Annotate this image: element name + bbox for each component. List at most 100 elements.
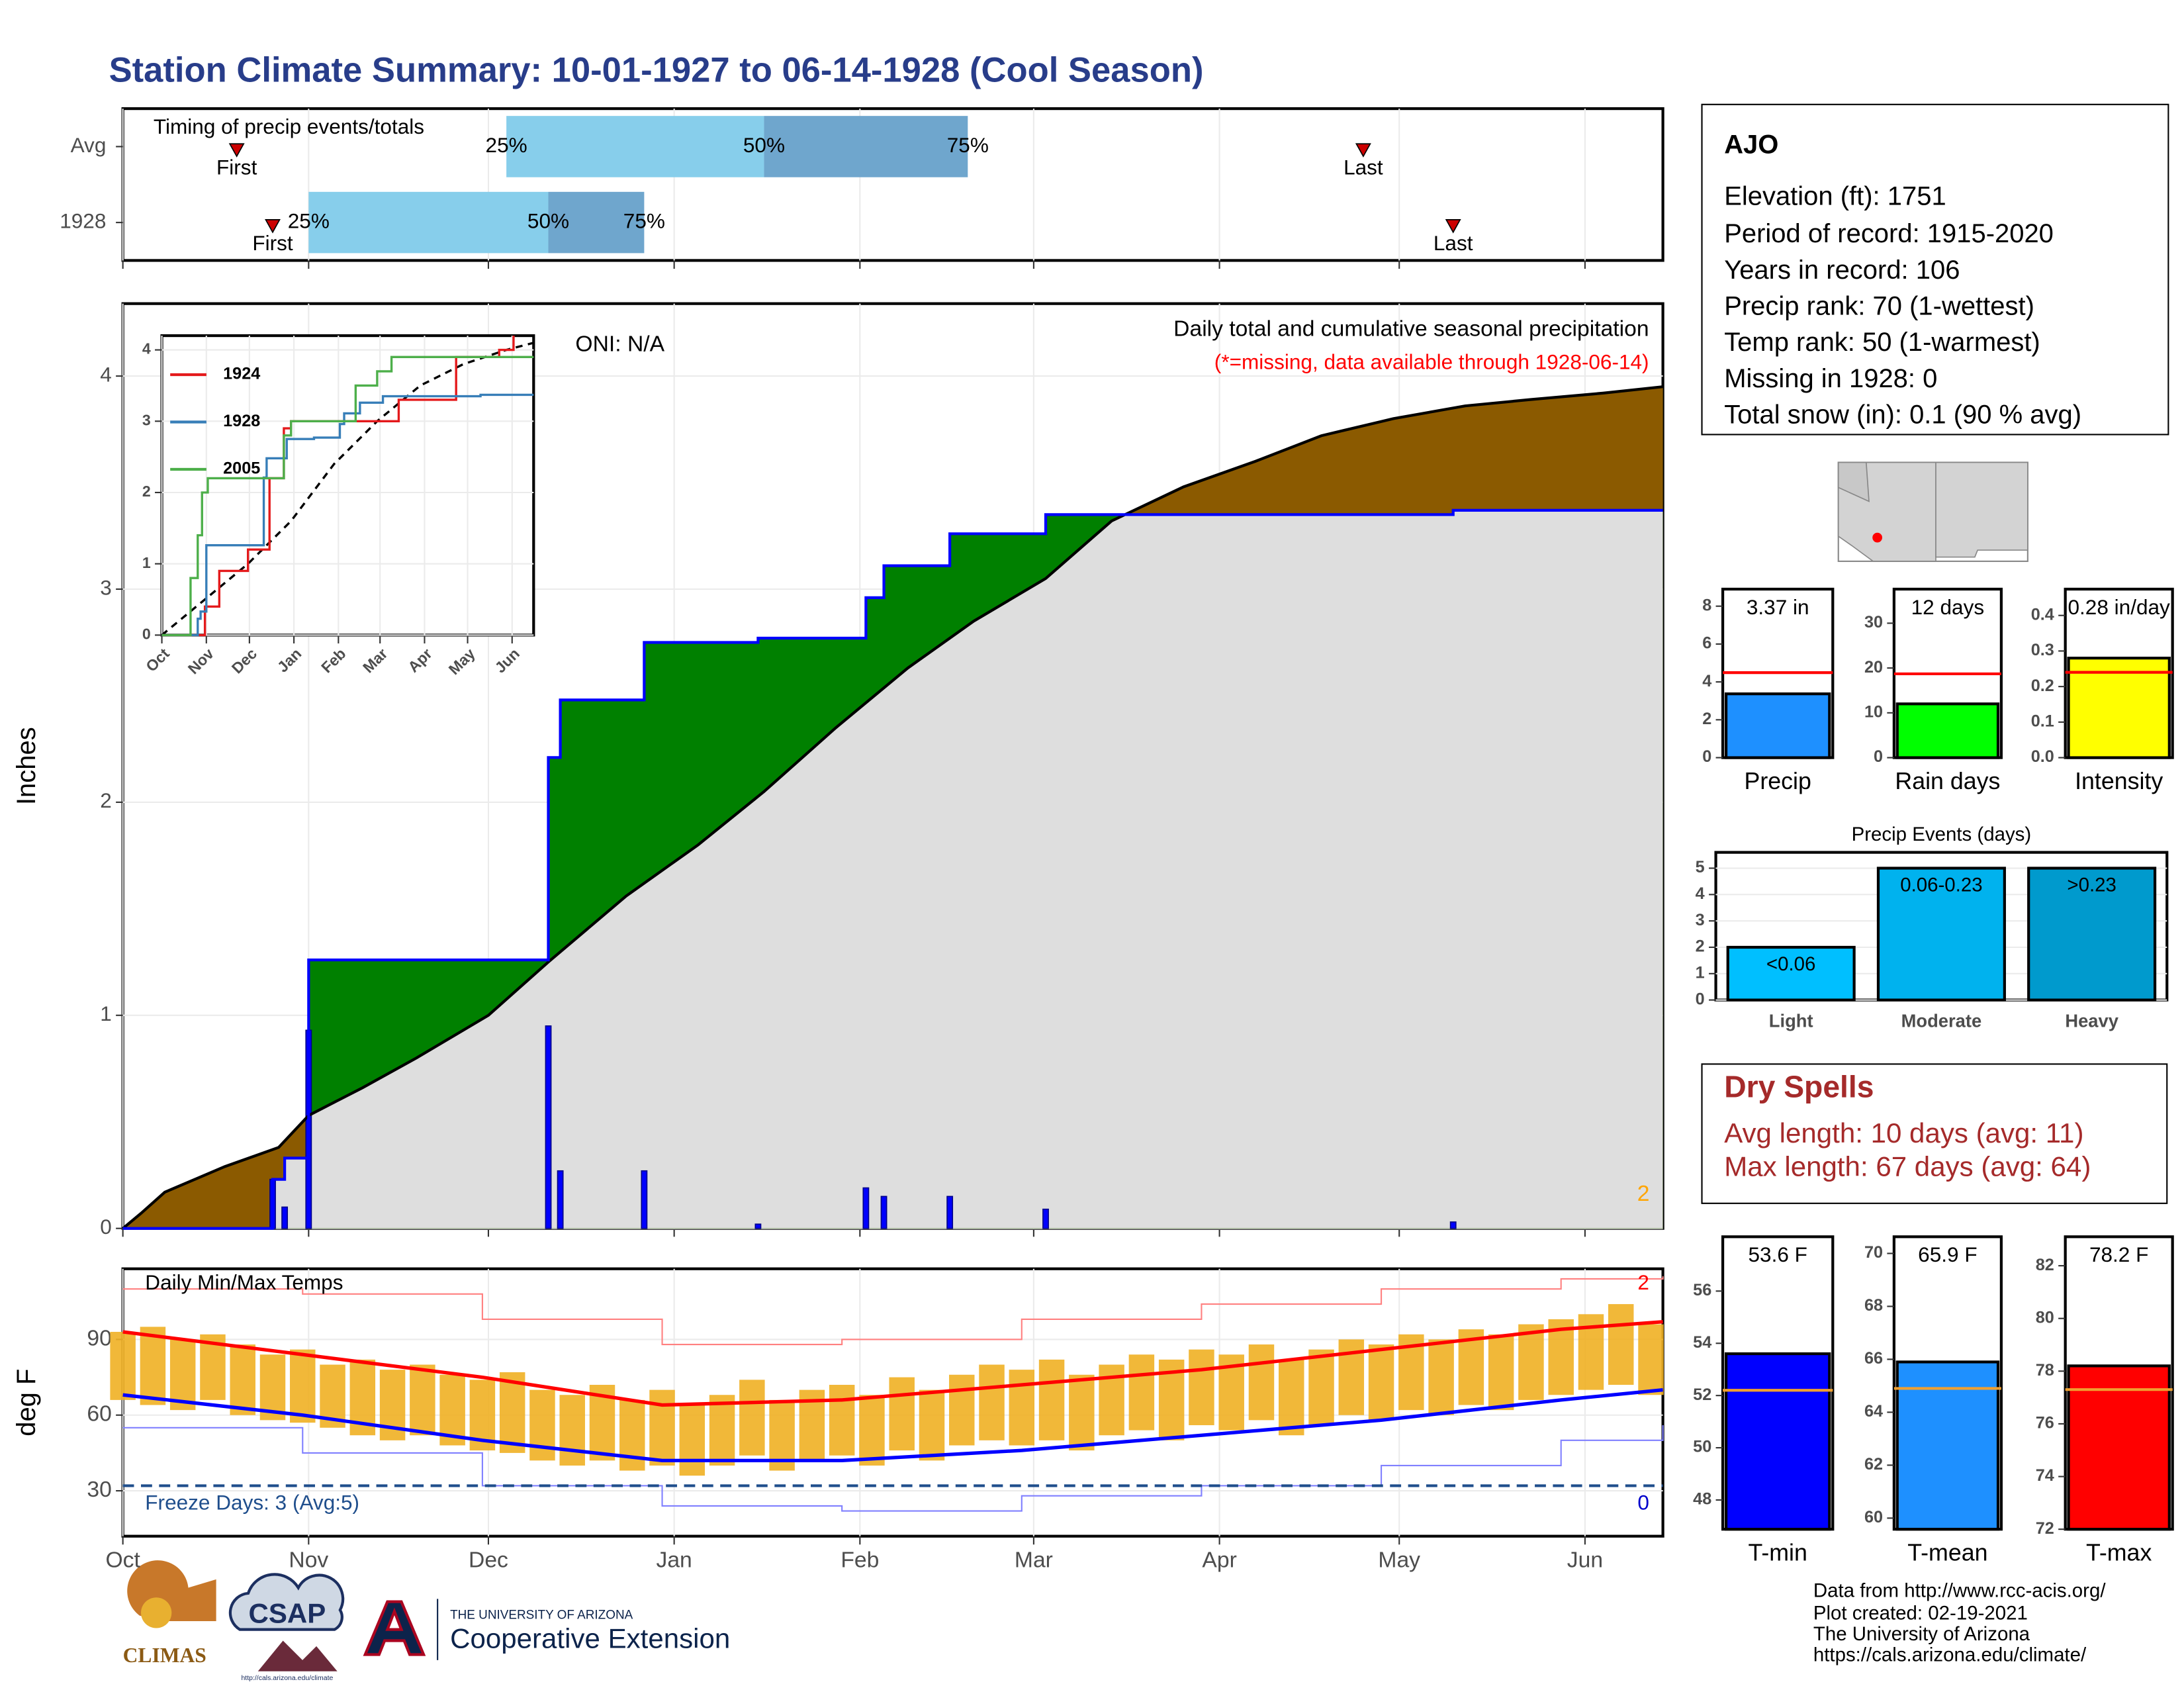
temp-range-bar — [739, 1380, 765, 1456]
y-tick-label: 0 — [1696, 990, 1705, 1008]
panel-title: Daily total and cumulative seasonal prec… — [1173, 317, 1649, 342]
station-line: Precip rank: 70 (1-wettest) — [1724, 292, 2034, 321]
x-tick-label: Apr — [1202, 1548, 1236, 1572]
bar — [2027, 867, 2157, 1002]
temp-range-bar — [709, 1395, 735, 1466]
y-tick-label: 3 — [142, 411, 151, 428]
bar — [1726, 945, 1856, 1002]
temp-range-bar — [290, 1349, 316, 1423]
percent-label: 25% — [288, 209, 330, 232]
temp-range-bar — [1428, 1339, 1454, 1415]
panel-title: Precip Events (days) — [1852, 823, 2032, 845]
category-label: Precip — [1745, 768, 1811, 794]
average-line — [122, 385, 1663, 1230]
dry-spells-line: Max length: 67 days (avg: 64) — [1724, 1150, 2091, 1182]
y-tick-label: 78 — [2036, 1361, 2054, 1380]
station-line: Years in record: 106 — [1724, 256, 1960, 285]
station-dot — [1872, 532, 1882, 543]
footer-line: The University of Arizona — [1813, 1623, 2030, 1645]
category-label: Heavy — [2065, 1011, 2118, 1031]
y-tick-label: 3 — [1696, 911, 1705, 929]
category-label: Intensity — [2075, 768, 2163, 794]
temp-range-bar — [1608, 1304, 1634, 1385]
station-line: Temp rank: 50 (1-warmest) — [1724, 328, 2040, 357]
station-line: Period of record: 1915-2020 — [1724, 219, 2054, 248]
page-title: Station Climate Summary: 10-01-1927 to 0… — [109, 50, 1204, 89]
temp-range-bar — [1638, 1324, 1664, 1395]
y-tick-label: 62 — [1864, 1455, 1883, 1474]
station-line: Elevation (ft): 1751 — [1724, 181, 1946, 211]
climas-sun — [140, 1597, 172, 1628]
csap-mountains — [257, 1640, 338, 1671]
y-tick-label: 1 — [1696, 963, 1705, 982]
y-tick-label: 60 — [87, 1402, 111, 1427]
temp-line — [122, 1425, 1664, 1512]
legend-label: 2005 — [223, 459, 260, 478]
x-tick-label: Jun — [1567, 1548, 1603, 1572]
y-tick-label: 0 — [1702, 747, 1711, 766]
y-tick-label: 70 — [1864, 1243, 1883, 1262]
temp-range-bar — [829, 1385, 855, 1456]
value-label: 0.06-0.23 — [1900, 874, 1982, 896]
y-tick-label: 48 — [1693, 1490, 1711, 1509]
y-axis-label: Inches — [12, 727, 41, 805]
temp-line — [122, 1320, 1663, 1407]
legend-label: 1928 — [223, 412, 260, 430]
footer-line: Plot created: 02-19-2021 — [1813, 1602, 2028, 1624]
logos: CLIMAS CSAP http://cals.arizona.edu/clim… — [123, 1560, 730, 1682]
y-tick-label: 0.1 — [2031, 712, 2054, 731]
record-count: 2 — [1637, 1270, 1649, 1294]
legend-label: 1924 — [223, 365, 260, 383]
temp-range-bar — [859, 1395, 885, 1466]
percent-label: 50% — [743, 133, 785, 157]
marker-label: First — [216, 155, 257, 179]
category-label: T-max — [2086, 1539, 2152, 1566]
temp-range-bar — [1308, 1349, 1334, 1425]
percent-label: 75% — [623, 209, 665, 232]
series-line — [161, 355, 534, 637]
y-tick-label: 0.4 — [2031, 605, 2054, 624]
daily-precip-bar — [545, 1025, 552, 1229]
percent-label: 25% — [486, 133, 527, 157]
x-tick-label: Oct — [105, 1548, 140, 1572]
bar — [1895, 702, 2000, 759]
row-label: Avg — [71, 133, 107, 157]
bar — [2067, 657, 2171, 759]
daily-precip-bar — [1042, 1208, 1049, 1229]
y-tick-label: 4 — [1702, 672, 1711, 690]
row-label: 1928 — [60, 209, 106, 232]
temp-range-bar — [1069, 1374, 1095, 1451]
y-tick-label: 64 — [1864, 1402, 1883, 1421]
y-tick-label: 60 — [1864, 1508, 1883, 1526]
temp-range-bar — [169, 1339, 196, 1411]
category-label: Light — [1769, 1011, 1813, 1031]
temp-range-bar — [559, 1395, 585, 1466]
corner-label: 2 — [1637, 1182, 1650, 1206]
extension-text: Cooperative Extension — [450, 1623, 730, 1654]
x-tick-label: Mar — [1015, 1548, 1053, 1572]
y-tick-label: 68 — [1864, 1296, 1883, 1315]
station-name: AJO — [1724, 130, 1778, 159]
y-tick-label: 0.3 — [2031, 641, 2054, 659]
footer-line: https://cals.arizona.edu/climate/ — [1813, 1644, 2087, 1665]
y-tick-label: 2 — [1696, 937, 1705, 956]
temp-range-bar — [949, 1374, 975, 1446]
temp-range-bar — [1488, 1334, 1514, 1411]
daily-precip-bar — [641, 1170, 648, 1229]
ua-logo — [363, 1600, 426, 1656]
y-tick-label: 76 — [2036, 1414, 2054, 1432]
plot-frame — [160, 334, 535, 637]
value-label: >0.23 — [2067, 874, 2116, 896]
temp-range-bar — [1279, 1359, 1304, 1436]
daily-precip-bar — [946, 1196, 954, 1229]
y-tick-label: 66 — [1864, 1349, 1883, 1368]
series-line — [161, 393, 534, 637]
category-label: Moderate — [1901, 1011, 1982, 1031]
y-tick-label: 52 — [1693, 1385, 1711, 1404]
y-tick-label: 0.2 — [2031, 677, 2054, 695]
temp-range-bar — [1128, 1354, 1155, 1430]
y-tick-label: 20 — [1864, 658, 1883, 677]
bar — [1876, 867, 2006, 1002]
y-tick-label: 2 — [100, 788, 112, 812]
